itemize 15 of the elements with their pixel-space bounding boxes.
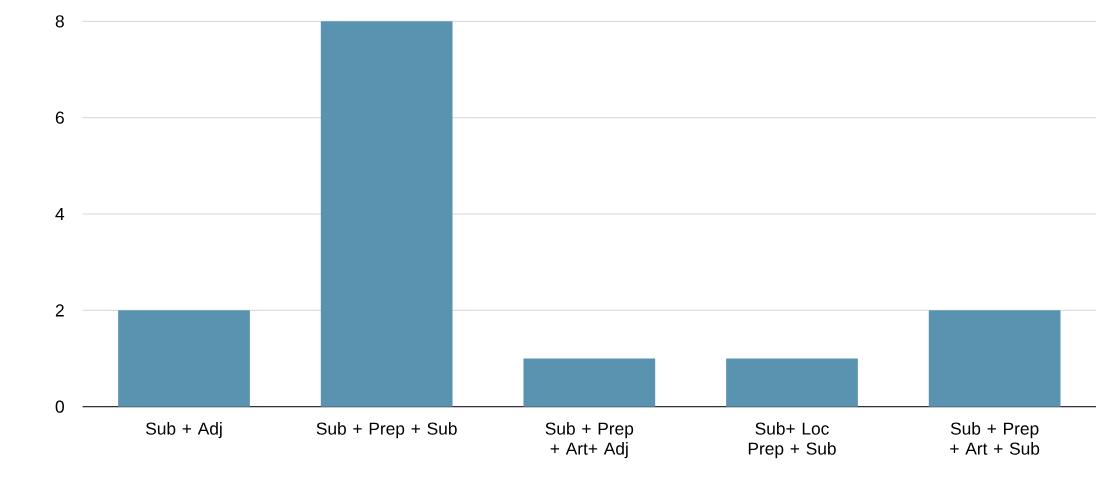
x-tick-label: Sub + Prep + Sub [316, 422, 457, 439]
bar [726, 358, 858, 407]
y-tick-label: 6 [55, 111, 64, 124]
bar [320, 21, 453, 407]
x-tick-label: Sub + Prep + Art+ Adj [545, 422, 634, 459]
bar [928, 310, 1061, 407]
x-tick-label: Sub + Adj [146, 422, 222, 439]
x-tick-label: Sub+ Loc Prep + Sub [748, 422, 836, 459]
bar [118, 310, 250, 407]
y-tick-label: 8 [55, 15, 64, 28]
y-tick-label: 0 [55, 400, 64, 413]
y-tick-label: 2 [55, 304, 64, 317]
bar [523, 358, 656, 407]
y-tick-label: 4 [55, 208, 65, 220]
x-tick-label: Sub + Prep + Art + Sub [950, 422, 1040, 455]
